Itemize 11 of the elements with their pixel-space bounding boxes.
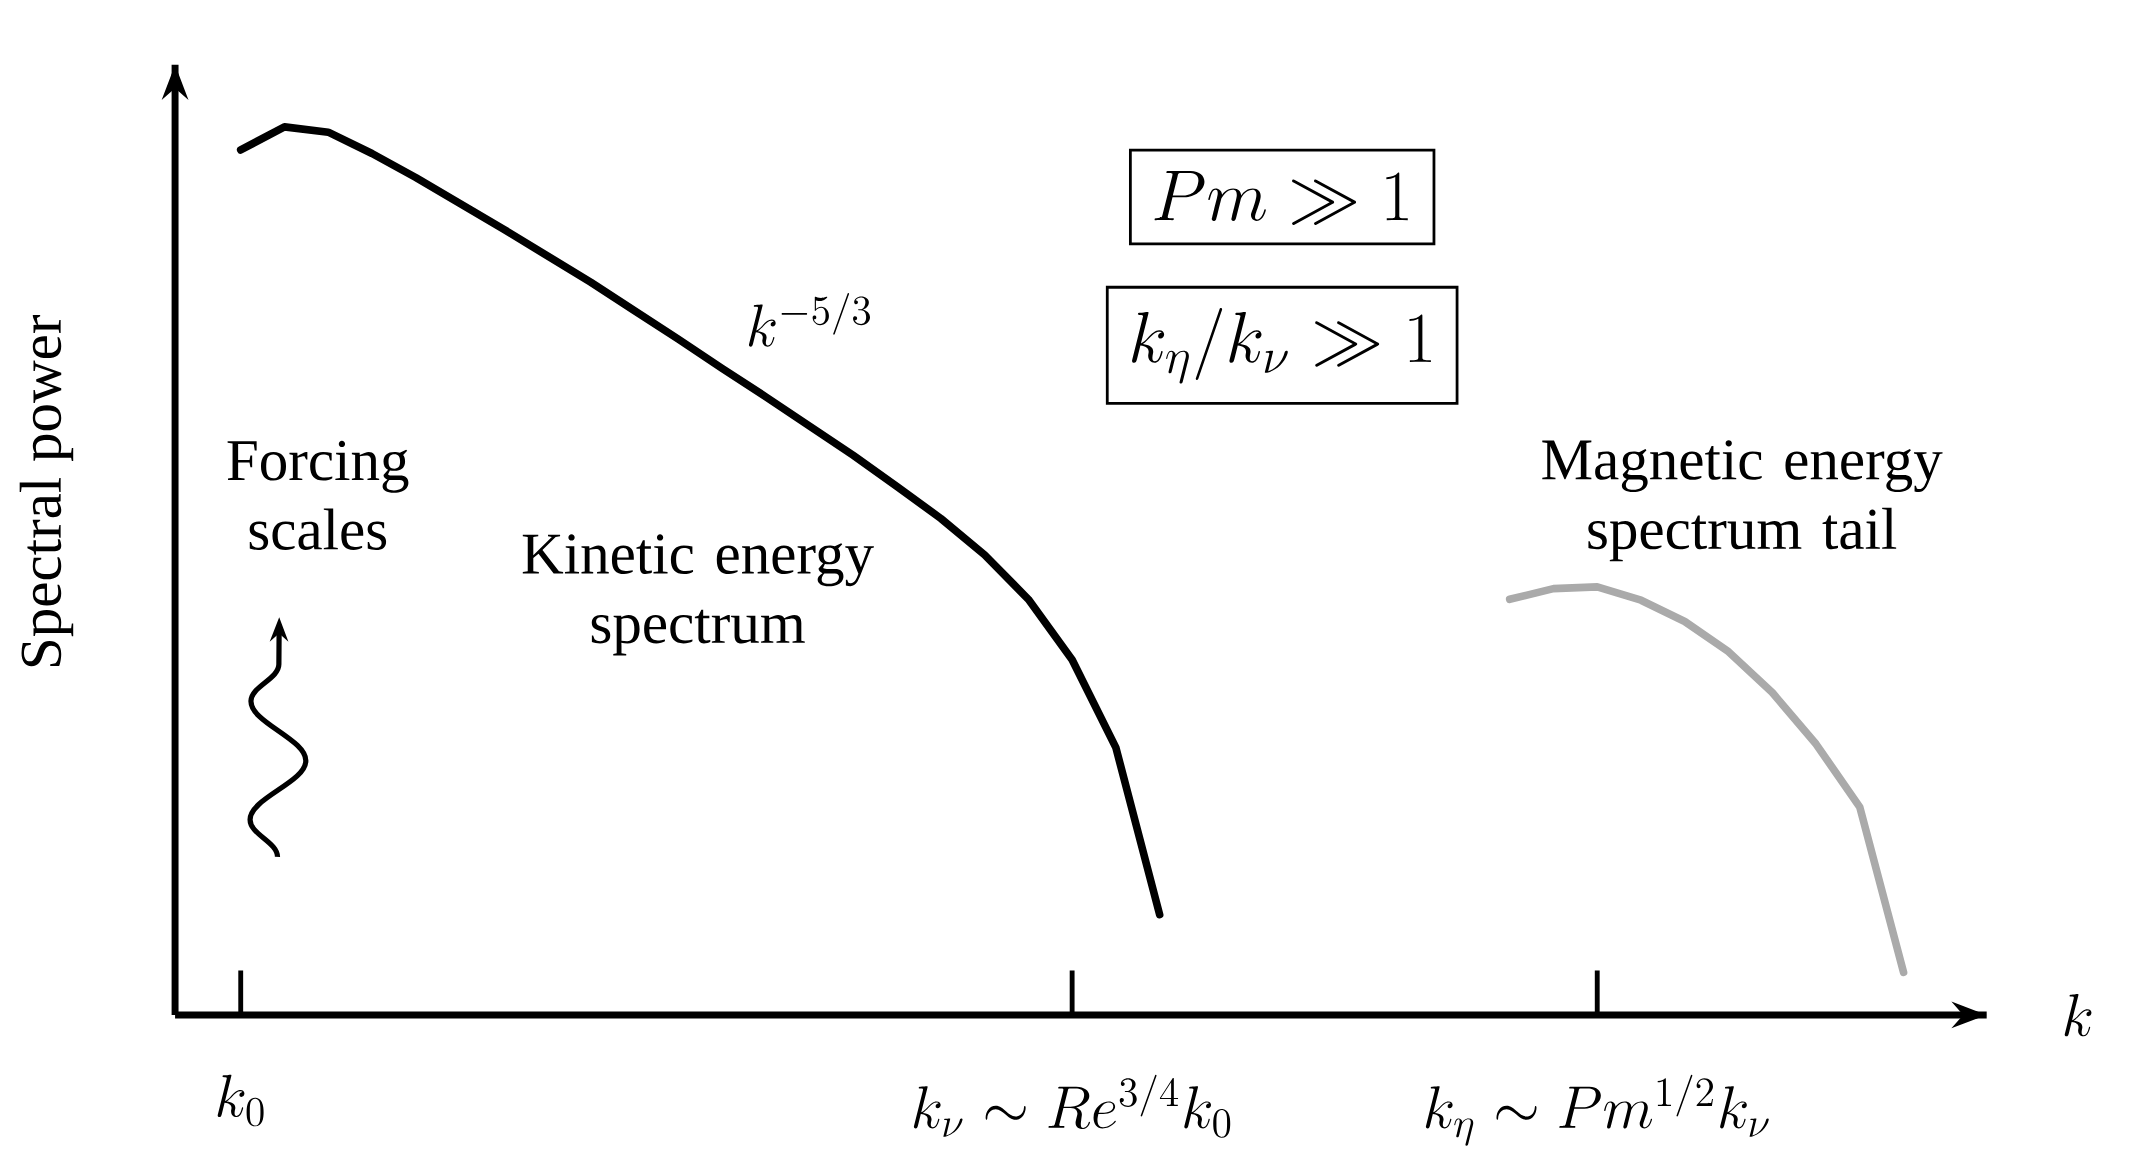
x-tick-label: $k_0$	[217, 1075, 264, 1127]
annotation: Forcing scales	[227, 441, 409, 551]
x-tick-label: $k_\eta \sim Pm^{1/2} k_\nu$	[1425, 1075, 1769, 1146]
annotation: $k_\eta/k_\nu \gg 1$	[1132, 308, 1431, 384]
x-tick-label: $k_\nu \sim Re^{3/4} k_0$	[913, 1075, 1231, 1138]
annotation: Kinetic energy spectrum	[522, 534, 874, 656]
annotation: $k^{-5/3}$	[748, 293, 871, 347]
annotation: $Pm \gg 1$	[1154, 171, 1408, 226]
y-axis-title: Spectral power	[19, 315, 74, 667]
x-axis-title: $k$	[2064, 994, 2092, 1037]
annotation: Magnetic energy spectrum tail	[1542, 440, 1943, 562]
